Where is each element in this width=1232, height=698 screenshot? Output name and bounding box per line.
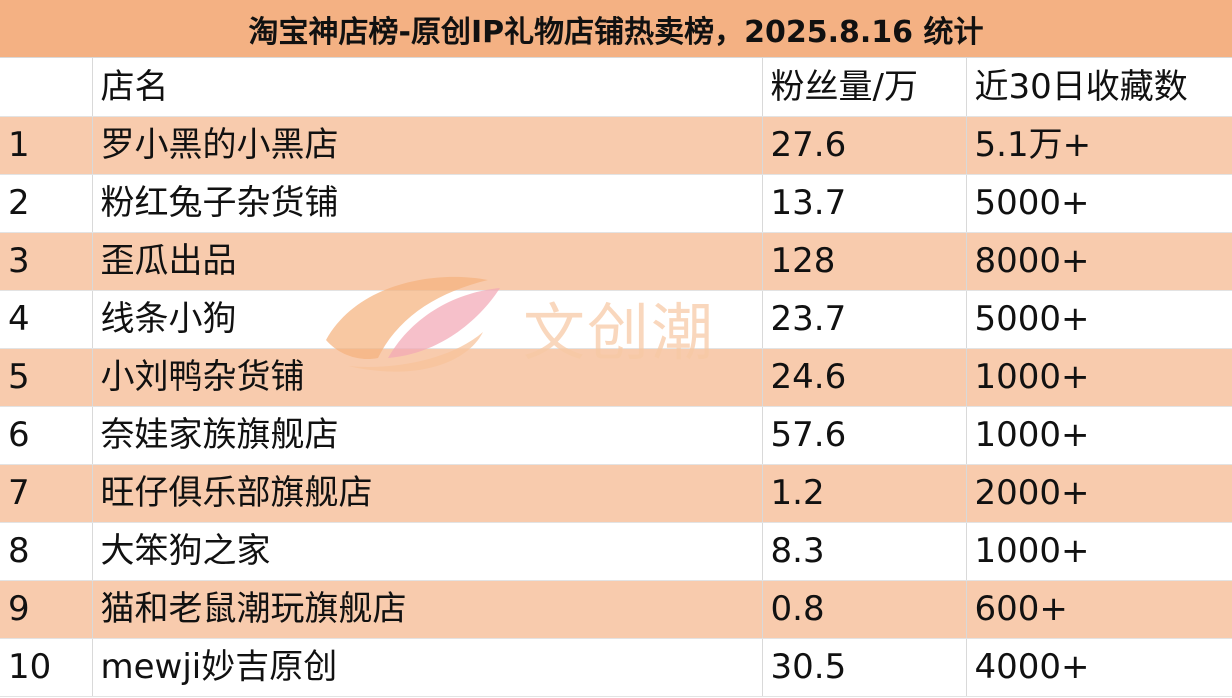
rank-cell: 3: [0, 232, 93, 291]
favorites-cell: 2000+: [966, 464, 1232, 523]
table-row: 7 旺仔俱乐部旗舰店 1.2 2000+: [0, 464, 1232, 523]
rank-cell: 8: [0, 522, 93, 581]
table-row: 3 歪瓜出品 128 8000+: [0, 232, 1232, 291]
fans-cell: 30.5: [762, 638, 967, 697]
fans-cell: 57.6: [762, 406, 967, 465]
rank-cell: 10: [0, 638, 93, 697]
rank-cell: 4: [0, 290, 93, 349]
rank-cell: 2: [0, 174, 93, 233]
favorites-cell: 600+: [966, 580, 1232, 639]
shop-name-cell: 大笨狗之家: [92, 522, 763, 581]
shop-name-cell: 旺仔俱乐部旗舰店: [92, 464, 763, 523]
table-row: 1 罗小黑的小黑店 27.6 5.1万+: [0, 116, 1232, 175]
table-row: 8 大笨狗之家 8.3 1000+: [0, 522, 1232, 581]
page-title: 淘宝神店榜-原创IP礼物店铺热卖榜，2025.8.16 统计: [0, 0, 1232, 58]
table-header-row: 店名 粉丝量/万 近30日收藏数: [0, 58, 1232, 117]
favorites-cell: 8000+: [966, 232, 1232, 291]
fans-cell: 23.7: [762, 290, 967, 349]
shop-name-cell: 罗小黑的小黑店: [92, 116, 763, 175]
favorites-cell: 5000+: [966, 290, 1232, 349]
rank-cell: 9: [0, 580, 93, 639]
shop-name-cell: 线条小狗: [92, 290, 763, 349]
fans-cell: 13.7: [762, 174, 967, 233]
favorites-cell: 5.1万+: [966, 116, 1232, 175]
table-row: 5 小刘鸭杂货铺 24.6 1000+: [0, 348, 1232, 407]
favorites-cell: 1000+: [966, 348, 1232, 407]
fans-cell: 1.2: [762, 464, 967, 523]
shop-name-cell: 粉红兔子杂货铺: [92, 174, 763, 233]
fans-cell: 27.6: [762, 116, 967, 175]
fans-cell: 128: [762, 232, 967, 291]
header-cell-favorites: 近30日收藏数: [966, 58, 1232, 117]
rank-cell: 5: [0, 348, 93, 407]
table-row: 4 线条小狗 23.7 5000+: [0, 290, 1232, 349]
table-row: 2 粉红兔子杂货铺 13.7 5000+: [0, 174, 1232, 233]
fans-cell: 24.6: [762, 348, 967, 407]
favorites-cell: 1000+: [966, 522, 1232, 581]
shop-name-cell: 小刘鸭杂货铺: [92, 348, 763, 407]
rank-cell: 6: [0, 406, 93, 465]
rank-cell: 7: [0, 464, 93, 523]
favorites-cell: 1000+: [966, 406, 1232, 465]
shop-name-cell: 奈娃家族旗舰店: [92, 406, 763, 465]
shop-name-cell: 猫和老鼠潮玩旗舰店: [92, 580, 763, 639]
favorites-cell: 4000+: [966, 638, 1232, 697]
table-row: 9 猫和老鼠潮玩旗舰店 0.8 600+: [0, 580, 1232, 639]
favorites-cell: 5000+: [966, 174, 1232, 233]
table-row: 10 mewji妙吉原创 30.5 4000+: [0, 638, 1232, 697]
fans-cell: 8.3: [762, 522, 967, 581]
header-cell-rank: [0, 58, 93, 117]
fans-cell: 0.8: [762, 580, 967, 639]
shop-name-cell: mewji妙吉原创: [92, 638, 763, 697]
shop-name-cell: 歪瓜出品: [92, 232, 763, 291]
header-cell-fans: 粉丝量/万: [762, 58, 967, 117]
ranking-table: 店名 粉丝量/万 近30日收藏数 1 罗小黑的小黑店 27.6 5.1万+ 2 粉红兔子杂…: [0, 58, 1232, 697]
rank-cell: 1: [0, 116, 93, 175]
table-row: 6 奈娃家族旗舰店 57.6 1000+: [0, 406, 1232, 465]
header-cell-shop-name: 店名: [92, 58, 763, 117]
